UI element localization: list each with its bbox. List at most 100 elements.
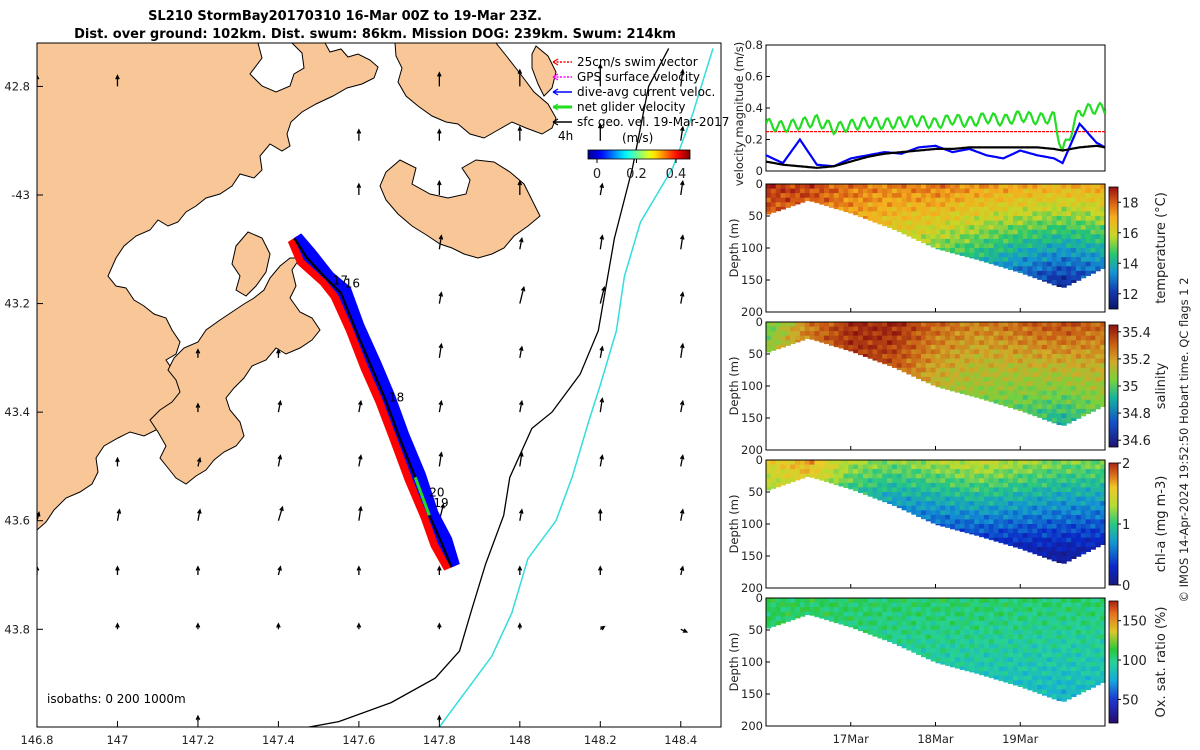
- section-cell: [1100, 648, 1106, 654]
- section-cell: [887, 197, 893, 203]
- section-cell: [959, 639, 966, 645]
- surface-velocity-arrow: [437, 714, 442, 722]
- section-cell: [766, 598, 772, 604]
- section-cell: [1027, 510, 1033, 516]
- section-cell: [950, 381, 956, 387]
- section-cell: [1003, 197, 1009, 203]
- section-cell: [1051, 270, 1058, 277]
- section-cell: [993, 322, 999, 328]
- section-cell: [891, 496, 898, 502]
- section-cell: [974, 193, 980, 199]
- section-cell: [1080, 404, 1087, 410]
- section-cell: [766, 184, 772, 190]
- section-cell: [925, 652, 932, 659]
- section-cell: [867, 620, 874, 627]
- section-cell: [911, 639, 917, 645]
- section-cell: [858, 335, 864, 341]
- section-cell: [1056, 657, 1062, 663]
- section-cell: [1032, 197, 1038, 203]
- section-cell: [969, 229, 975, 235]
- section-cell: [1075, 363, 1082, 369]
- section-cell: [1051, 464, 1058, 470]
- section-cell: [1022, 386, 1029, 392]
- section-cell: [945, 202, 951, 208]
- section-cell: [901, 344, 907, 351]
- section-cell: [964, 634, 970, 640]
- section-cell: [867, 211, 874, 217]
- section-cell: [1085, 257, 1091, 263]
- section-cell: [950, 184, 956, 190]
- map-x-axis: 146.8 147 147.2 147.4 147.6 147.8 148 148.2 148.…: [21, 721, 697, 747]
- section-cell: [1046, 413, 1053, 419]
- section-cell: [1051, 399, 1058, 405]
- section-cell: [1085, 648, 1091, 654]
- section-cell: [1051, 354, 1058, 360]
- section-cell: [959, 482, 966, 489]
- section-cell: [804, 473, 811, 477]
- section-cell: [925, 331, 932, 337]
- section-cell: [974, 234, 980, 240]
- section-cell: [940, 193, 946, 199]
- section-cell: [780, 620, 786, 624]
- section-cell: [979, 354, 985, 360]
- section-cell: [1085, 252, 1091, 258]
- section-cell: [1051, 634, 1058, 640]
- section-cell: [921, 514, 927, 520]
- section-cell: [930, 611, 937, 617]
- section-cell: [974, 344, 980, 351]
- section-cell: [790, 602, 796, 608]
- section-cell: [1100, 533, 1106, 539]
- section-cell: [974, 335, 980, 341]
- section-cell: [964, 616, 970, 622]
- section-cell: [969, 395, 975, 397]
- section-cell: [1100, 335, 1106, 341]
- section-x-tick-label: 18Mar: [917, 732, 954, 746]
- section-cell: [983, 367, 990, 373]
- section-cell: [940, 634, 946, 640]
- section-cell: [979, 616, 985, 622]
- chlorophyll-y-tick: 200: [741, 581, 763, 595]
- section-cell: [891, 625, 898, 631]
- section-cell: [950, 519, 956, 525]
- section-cell: [795, 602, 801, 608]
- section-cell: [1100, 542, 1106, 545]
- section-cell: [848, 344, 854, 351]
- section-cell: [959, 193, 966, 199]
- section-cell: [896, 634, 903, 640]
- section-cell: [1027, 243, 1033, 249]
- section-cell: [882, 216, 888, 222]
- section-cell: [882, 602, 888, 608]
- section-cell: [1075, 225, 1082, 231]
- surface-velocity-arrow: [438, 234, 444, 250]
- section-cell: [925, 514, 932, 521]
- section-cell: [1017, 469, 1024, 475]
- section-cell: [921, 358, 927, 364]
- section-cell: [969, 349, 975, 355]
- section-cell: [824, 598, 830, 604]
- section-cell: [1046, 275, 1053, 281]
- section-cell: [1013, 598, 1019, 604]
- section-cell: [1090, 404, 1096, 410]
- section-cell: [780, 602, 786, 608]
- section-cell: [901, 630, 907, 636]
- section-cell: [1061, 395, 1067, 401]
- section-cell: [809, 464, 815, 470]
- section-cell: [1022, 270, 1029, 275]
- section-cell: [983, 662, 990, 668]
- section-cell: [843, 616, 849, 622]
- section-cell: [906, 607, 912, 613]
- section-cell: [998, 206, 1004, 213]
- section-cell: [998, 367, 1004, 373]
- section-cell: [843, 340, 849, 346]
- section-cell: [1090, 184, 1096, 190]
- section-cell: [1027, 524, 1033, 530]
- section-cell: [1032, 620, 1038, 627]
- section-cell: [1100, 671, 1106, 677]
- section-cell: [950, 666, 956, 668]
- section-cell: [1008, 354, 1014, 360]
- section-cell: [1051, 460, 1058, 466]
- section-cell: [833, 322, 840, 328]
- section-cell: [877, 344, 883, 351]
- section-cell: [1056, 188, 1062, 194]
- section-cell: [911, 216, 917, 222]
